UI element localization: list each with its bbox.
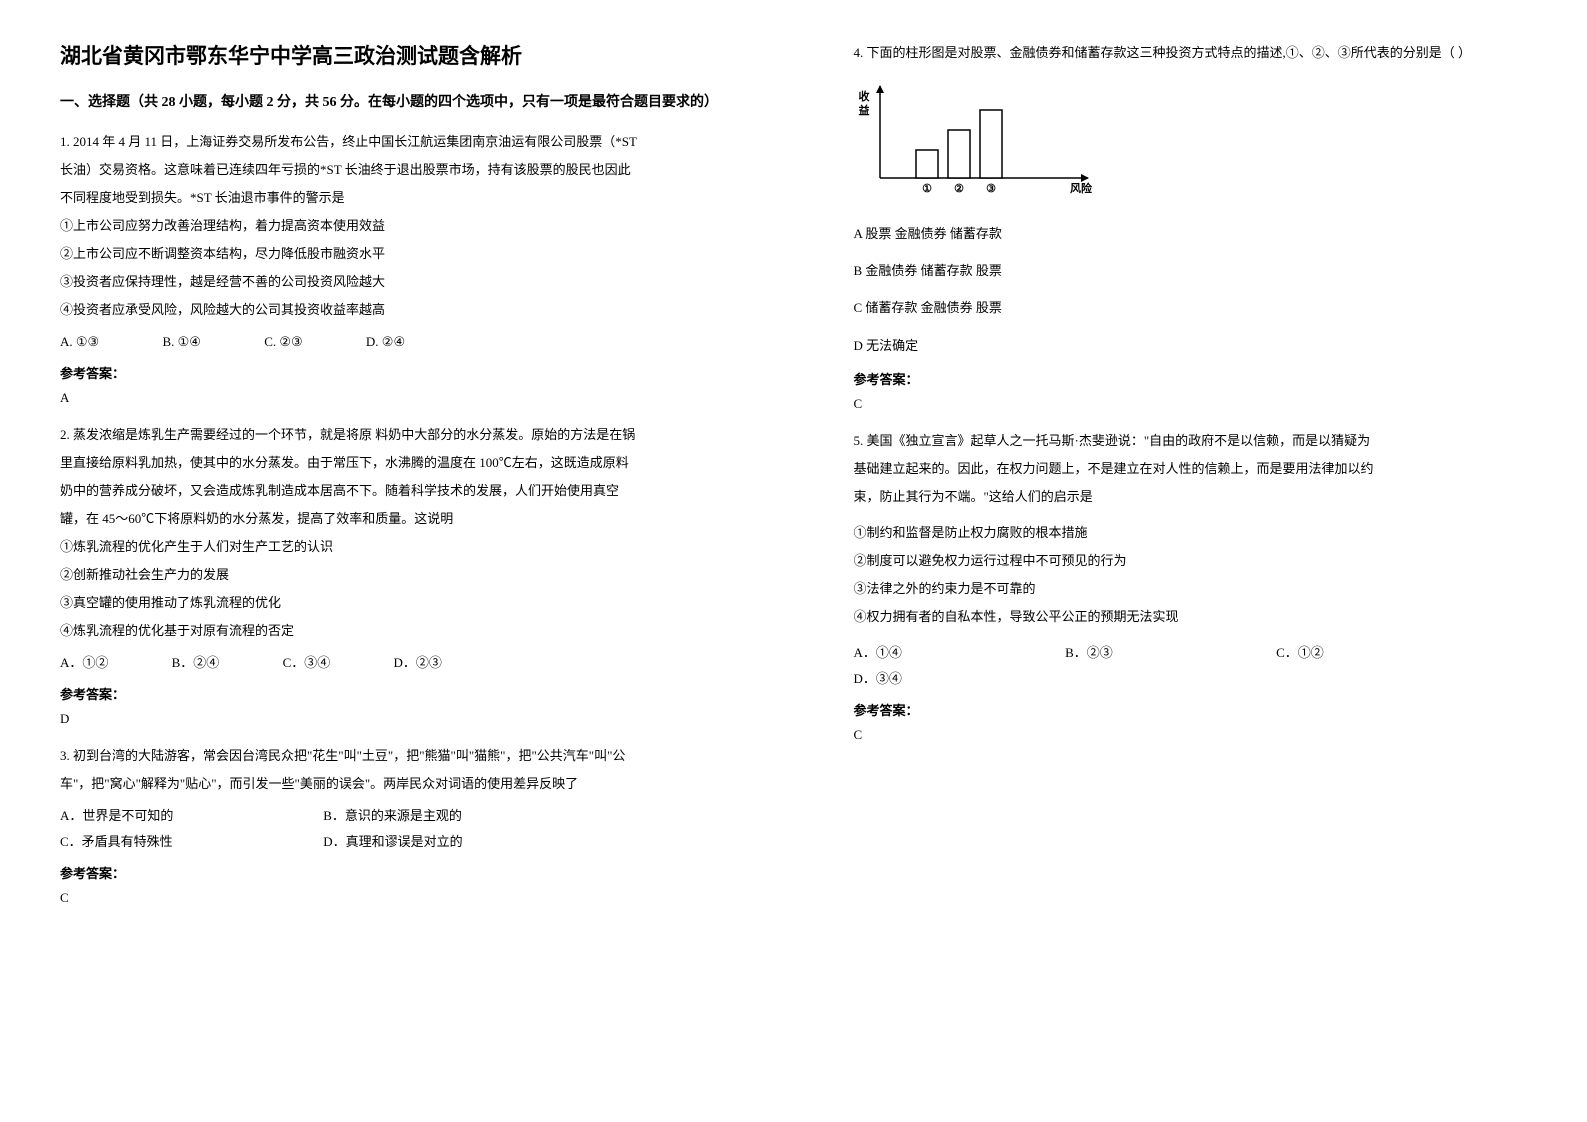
q3-optA: A．世界是不可知的	[60, 803, 260, 829]
question-1: 1. 2014 年 4 月 11 日，上海证券交易所发布公告，终止中国长江航运集…	[60, 129, 734, 323]
q5-options: A．①④ B．②③ C．①② D．③④	[854, 640, 1528, 692]
q3-line: 3. 初到台湾的大陆游客，常会因台湾民众把"花生"叫"土豆"，把"熊猫"叫"猫熊…	[60, 743, 734, 769]
q5-line: 5. 美国《独立宣言》起草人之一托马斯·杰斐逊说："自由的政府不是以信赖，而是以…	[854, 428, 1528, 454]
section-1-head: 一、选择题（共 28 小题，每小题 2 分，共 56 分。在每小题的四个选项中，…	[60, 90, 734, 115]
q1-line: 长油）交易资格。这意味着已连续四年亏损的*ST 长油终于退出股票市场，持有该股票…	[60, 157, 734, 183]
q2-line: ②创新推动社会生产力的发展	[60, 562, 734, 588]
q2-optB: B．②④	[172, 650, 220, 676]
q4-optB: B 金融债券 储蓄存款 股票	[854, 255, 1528, 286]
q1-answer-label: 参考答案：	[60, 363, 734, 382]
q3-optD: D．真理和谬误是对立的	[323, 829, 523, 855]
q1-optC: C. ②③	[264, 329, 302, 355]
q1-answer: A	[60, 390, 734, 406]
q1-options: A. ①③ B. ①④ C. ②③ D. ②④	[60, 329, 734, 355]
q3-line: 车"，把"窝心"解释为"贴心"，而引发一些"美丽的误会"。两岸民众对词语的使用差…	[60, 771, 734, 797]
q1-optD: D. ②④	[366, 329, 405, 355]
q1-line: ③投资者应保持理性，越是经营不善的公司投资风险越大	[60, 269, 734, 295]
q3-options: A．世界是不可知的 B．意识的来源是主观的 C．矛盾具有特殊性 D．真理和谬误是…	[60, 803, 734, 855]
q4-optA: A 股票 金融债券 储蓄存款	[854, 218, 1528, 249]
q4-stem: 4. 下面的柱形图是对股票、金融债券和储蓄存款这三种投资方式特点的描述,①、②、…	[854, 40, 1528, 66]
page-title: 湖北省黄冈市鄂东华宁中学高三政治测试题含解析	[60, 40, 734, 70]
q5-optD: D．③④	[854, 666, 902, 692]
q4-chart: 收益 ① ② ③ 风险	[854, 80, 1528, 200]
q2-optA: A．①②	[60, 650, 108, 676]
q1-line: ④投资者应承受风险，风险越大的公司其投资收益率越高	[60, 297, 734, 323]
q3-answer-label: 参考答案：	[60, 863, 734, 882]
svg-text:风险: 风险	[1070, 181, 1093, 195]
svg-text:②: ②	[954, 183, 964, 195]
q1-line: ①上市公司应努力改善治理结构，着力提高资本使用效益	[60, 213, 734, 239]
q4-optC: C 储蓄存款 金融债券 股票	[854, 292, 1528, 323]
question-5-subs: ①制约和监督是防止权力腐败的根本措施 ②制度可以避免权力运行过程中不可预见的行为…	[854, 520, 1528, 630]
q5-sub: ①制约和监督是防止权力腐败的根本措施	[854, 520, 1528, 546]
q4-answer-label: 参考答案：	[854, 369, 1528, 388]
q5-optC: C．①②	[1276, 640, 1324, 666]
q1-line: ②上市公司应不断调整资本结构，尽力降低股市融资水平	[60, 241, 734, 267]
q2-optC: C．③④	[283, 650, 331, 676]
svg-text:③: ③	[986, 183, 996, 195]
q2-line: ①炼乳流程的优化产生于人们对生产工艺的认识	[60, 534, 734, 560]
right-column: 4. 下面的柱形图是对股票、金融债券和储蓄存款这三种投资方式特点的描述,①、②、…	[794, 40, 1587, 1082]
question-5: 5. 美国《独立宣言》起草人之一托马斯·杰斐逊说："自由的政府不是以信赖，而是以…	[854, 428, 1528, 510]
q1-line: 1. 2014 年 4 月 11 日，上海证券交易所发布公告，终止中国长江航运集…	[60, 129, 734, 155]
q3-optB: B．意识的来源是主观的	[323, 803, 523, 829]
q2-line: 奶中的营养成分破坏，又会造成炼乳制造成本居高不下。随着科学技术的发展，人们开始使…	[60, 478, 734, 504]
q2-answer: D	[60, 711, 734, 727]
q2-line: ③真空罐的使用推动了炼乳流程的优化	[60, 590, 734, 616]
q5-sub: ③法律之外的约束力是不可靠的	[854, 576, 1528, 602]
q1-optB: B. ①④	[162, 329, 200, 355]
q4-answer: C	[854, 396, 1528, 412]
q3-optC: C．矛盾具有特殊性	[60, 829, 260, 855]
q5-answer-label: 参考答案：	[854, 700, 1528, 719]
q5-sub: ④权力拥有者的自私本性，导致公平公正的预期无法实现	[854, 604, 1528, 630]
left-column: 湖北省黄冈市鄂东华宁中学高三政治测试题含解析 一、选择题（共 28 小题，每小题…	[0, 40, 794, 1082]
q5-optB: B．②③	[1065, 640, 1113, 666]
question-2: 2. 蒸发浓缩是炼乳生产需要经过的一个环节，就是将原 料奶中大部分的水分蒸发。原…	[60, 422, 734, 644]
svg-text:收: 收	[858, 89, 869, 103]
q2-optD: D．②③	[393, 650, 441, 676]
q5-line: 束，防止其行为不端。"这给人们的启示是	[854, 484, 1528, 510]
svg-text:益: 益	[858, 103, 869, 117]
q1-line: 不同程度地受到损失。*ST 长油退市事件的警示是	[60, 185, 734, 211]
q2-line: 里直接给原料乳加热，使其中的水分蒸发。由于常压下，水沸腾的温度在 100℃左右，…	[60, 450, 734, 476]
question-4: 4. 下面的柱形图是对股票、金融债券和储蓄存款这三种投资方式特点的描述,①、②、…	[854, 40, 1528, 66]
q3-answer: C	[60, 890, 734, 906]
bar-chart-svg: 收益 ① ② ③ 风险	[854, 80, 1094, 200]
q2-line: ④炼乳流程的优化基于对原有流程的否定	[60, 618, 734, 644]
q2-line: 2. 蒸发浓缩是炼乳生产需要经过的一个环节，就是将原 料奶中大部分的水分蒸发。原…	[60, 422, 734, 448]
q4-optD: D 无法确定	[854, 330, 1528, 361]
q2-line: 罐，在 45～60℃下将原料奶的水分蒸发，提高了效率和质量。这说明	[60, 506, 734, 532]
q5-line: 基础建立起来的。因此，在权力问题上，不是建立在对人性的信赖上，而是要用法律加以约	[854, 456, 1528, 482]
question-3: 3. 初到台湾的大陆游客，常会因台湾民众把"花生"叫"土豆"，把"熊猫"叫"猫熊…	[60, 743, 734, 797]
q1-optA: A. ①③	[60, 329, 99, 355]
q5-answer: C	[854, 727, 1528, 743]
q2-answer-label: 参考答案：	[60, 684, 734, 703]
q5-sub: ②制度可以避免权力运行过程中不可预见的行为	[854, 548, 1528, 574]
q2-options: A．①② B．②④ C．③④ D．②③	[60, 650, 734, 676]
svg-text:①: ①	[922, 183, 932, 195]
q5-optA: A．①④	[854, 640, 902, 666]
